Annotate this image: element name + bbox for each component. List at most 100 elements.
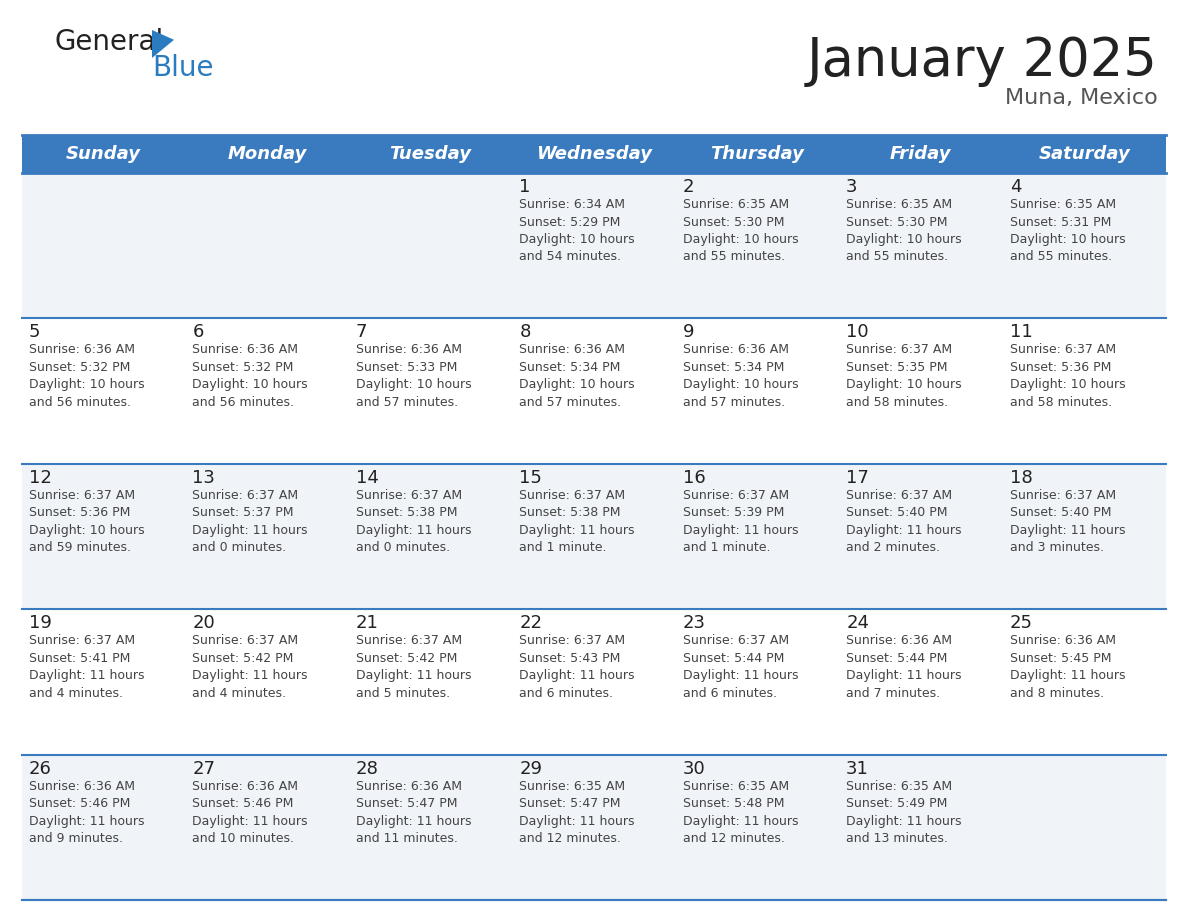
Text: 7: 7 bbox=[356, 323, 367, 341]
Text: Sunrise: 6:36 AM
Sunset: 5:46 PM
Daylight: 11 hours
and 9 minutes.: Sunrise: 6:36 AM Sunset: 5:46 PM Dayligh… bbox=[29, 779, 145, 845]
Bar bbox=[839, 319, 1003, 464]
Bar bbox=[512, 610, 676, 755]
Bar bbox=[185, 755, 349, 900]
Text: 13: 13 bbox=[192, 469, 215, 487]
Text: Sunrise: 6:35 AM
Sunset: 5:30 PM
Daylight: 10 hours
and 55 minutes.: Sunrise: 6:35 AM Sunset: 5:30 PM Dayligh… bbox=[683, 198, 798, 263]
Text: Sunrise: 6:34 AM
Sunset: 5:29 PM
Daylight: 10 hours
and 54 minutes.: Sunrise: 6:34 AM Sunset: 5:29 PM Dayligh… bbox=[519, 198, 634, 263]
Text: 23: 23 bbox=[683, 614, 706, 633]
Text: 6: 6 bbox=[192, 323, 204, 341]
Text: 20: 20 bbox=[192, 614, 215, 633]
Bar bbox=[839, 464, 1003, 610]
Text: Sunrise: 6:35 AM
Sunset: 5:49 PM
Daylight: 11 hours
and 13 minutes.: Sunrise: 6:35 AM Sunset: 5:49 PM Dayligh… bbox=[846, 779, 961, 845]
Bar bbox=[23, 135, 185, 173]
Text: Sunrise: 6:36 AM
Sunset: 5:33 PM
Daylight: 10 hours
and 57 minutes.: Sunrise: 6:36 AM Sunset: 5:33 PM Dayligh… bbox=[356, 343, 472, 409]
Text: 18: 18 bbox=[1010, 469, 1032, 487]
Text: Sunrise: 6:36 AM
Sunset: 5:45 PM
Daylight: 11 hours
and 8 minutes.: Sunrise: 6:36 AM Sunset: 5:45 PM Dayligh… bbox=[1010, 634, 1125, 700]
Bar bbox=[1003, 755, 1165, 900]
Text: Sunrise: 6:35 AM
Sunset: 5:31 PM
Daylight: 10 hours
and 55 minutes.: Sunrise: 6:35 AM Sunset: 5:31 PM Dayligh… bbox=[1010, 198, 1125, 263]
Text: 26: 26 bbox=[29, 759, 52, 778]
Text: Thursday: Thursday bbox=[710, 145, 804, 163]
Bar bbox=[1003, 319, 1165, 464]
Text: Sunday: Sunday bbox=[67, 145, 141, 163]
Text: 22: 22 bbox=[519, 614, 542, 633]
Text: 3: 3 bbox=[846, 178, 858, 196]
Text: Sunrise: 6:37 AM
Sunset: 5:42 PM
Daylight: 11 hours
and 5 minutes.: Sunrise: 6:37 AM Sunset: 5:42 PM Dayligh… bbox=[356, 634, 472, 700]
Bar bbox=[23, 319, 185, 464]
Text: Sunrise: 6:37 AM
Sunset: 5:38 PM
Daylight: 11 hours
and 0 minutes.: Sunrise: 6:37 AM Sunset: 5:38 PM Dayligh… bbox=[356, 488, 472, 554]
Text: 14: 14 bbox=[356, 469, 379, 487]
Text: Sunrise: 6:35 AM
Sunset: 5:30 PM
Daylight: 10 hours
and 55 minutes.: Sunrise: 6:35 AM Sunset: 5:30 PM Dayligh… bbox=[846, 198, 962, 263]
Text: 16: 16 bbox=[683, 469, 706, 487]
Text: 19: 19 bbox=[29, 614, 52, 633]
Bar bbox=[839, 610, 1003, 755]
Text: Sunrise: 6:37 AM
Sunset: 5:36 PM
Daylight: 10 hours
and 58 minutes.: Sunrise: 6:37 AM Sunset: 5:36 PM Dayligh… bbox=[1010, 343, 1125, 409]
Text: Friday: Friday bbox=[890, 145, 952, 163]
Bar bbox=[349, 464, 512, 610]
Text: Sunrise: 6:37 AM
Sunset: 5:42 PM
Daylight: 11 hours
and 4 minutes.: Sunrise: 6:37 AM Sunset: 5:42 PM Dayligh… bbox=[192, 634, 308, 700]
Bar bbox=[676, 135, 839, 173]
Text: 21: 21 bbox=[356, 614, 379, 633]
Text: 27: 27 bbox=[192, 759, 215, 778]
Text: January 2025: January 2025 bbox=[807, 35, 1158, 87]
Text: Sunrise: 6:37 AM
Sunset: 5:39 PM
Daylight: 11 hours
and 1 minute.: Sunrise: 6:37 AM Sunset: 5:39 PM Dayligh… bbox=[683, 488, 798, 554]
Text: 17: 17 bbox=[846, 469, 868, 487]
Bar bbox=[512, 135, 676, 173]
Text: General: General bbox=[55, 28, 164, 56]
Text: Sunrise: 6:37 AM
Sunset: 5:44 PM
Daylight: 11 hours
and 6 minutes.: Sunrise: 6:37 AM Sunset: 5:44 PM Dayligh… bbox=[683, 634, 798, 700]
Text: 15: 15 bbox=[519, 469, 542, 487]
Bar bbox=[349, 319, 512, 464]
Bar bbox=[349, 135, 512, 173]
Bar bbox=[512, 173, 676, 319]
Bar bbox=[349, 610, 512, 755]
Text: Sunrise: 6:35 AM
Sunset: 5:47 PM
Daylight: 11 hours
and 12 minutes.: Sunrise: 6:35 AM Sunset: 5:47 PM Dayligh… bbox=[519, 779, 634, 845]
Text: 24: 24 bbox=[846, 614, 870, 633]
Bar bbox=[512, 464, 676, 610]
Bar bbox=[185, 173, 349, 319]
Text: 28: 28 bbox=[356, 759, 379, 778]
Text: 31: 31 bbox=[846, 759, 868, 778]
Bar bbox=[23, 755, 185, 900]
Text: Sunrise: 6:36 AM
Sunset: 5:46 PM
Daylight: 11 hours
and 10 minutes.: Sunrise: 6:36 AM Sunset: 5:46 PM Dayligh… bbox=[192, 779, 308, 845]
Bar bbox=[676, 173, 839, 319]
Bar bbox=[839, 755, 1003, 900]
Bar bbox=[23, 173, 185, 319]
Text: 25: 25 bbox=[1010, 614, 1032, 633]
Bar bbox=[23, 464, 185, 610]
Bar bbox=[676, 319, 839, 464]
Bar bbox=[349, 755, 512, 900]
Bar bbox=[1003, 610, 1165, 755]
Bar bbox=[185, 464, 349, 610]
Text: 12: 12 bbox=[29, 469, 52, 487]
Bar bbox=[185, 610, 349, 755]
Text: 9: 9 bbox=[683, 323, 694, 341]
Text: 29: 29 bbox=[519, 759, 542, 778]
Text: Sunrise: 6:37 AM
Sunset: 5:37 PM
Daylight: 11 hours
and 0 minutes.: Sunrise: 6:37 AM Sunset: 5:37 PM Dayligh… bbox=[192, 488, 308, 554]
Text: Sunrise: 6:36 AM
Sunset: 5:32 PM
Daylight: 10 hours
and 56 minutes.: Sunrise: 6:36 AM Sunset: 5:32 PM Dayligh… bbox=[192, 343, 308, 409]
Bar bbox=[676, 755, 839, 900]
Bar bbox=[23, 610, 185, 755]
Text: Sunrise: 6:36 AM
Sunset: 5:44 PM
Daylight: 11 hours
and 7 minutes.: Sunrise: 6:36 AM Sunset: 5:44 PM Dayligh… bbox=[846, 634, 961, 700]
Bar bbox=[1003, 135, 1165, 173]
Text: Blue: Blue bbox=[152, 54, 214, 82]
Text: Sunrise: 6:36 AM
Sunset: 5:34 PM
Daylight: 10 hours
and 57 minutes.: Sunrise: 6:36 AM Sunset: 5:34 PM Dayligh… bbox=[519, 343, 634, 409]
Text: Tuesday: Tuesday bbox=[390, 145, 472, 163]
Bar bbox=[185, 319, 349, 464]
Text: Sunrise: 6:36 AM
Sunset: 5:34 PM
Daylight: 10 hours
and 57 minutes.: Sunrise: 6:36 AM Sunset: 5:34 PM Dayligh… bbox=[683, 343, 798, 409]
Bar bbox=[1003, 173, 1165, 319]
Bar bbox=[512, 319, 676, 464]
Text: Wednesday: Wednesday bbox=[536, 145, 652, 163]
Text: Sunrise: 6:37 AM
Sunset: 5:40 PM
Daylight: 11 hours
and 2 minutes.: Sunrise: 6:37 AM Sunset: 5:40 PM Dayligh… bbox=[846, 488, 961, 554]
Text: Sunrise: 6:37 AM
Sunset: 5:38 PM
Daylight: 11 hours
and 1 minute.: Sunrise: 6:37 AM Sunset: 5:38 PM Dayligh… bbox=[519, 488, 634, 554]
Text: 2: 2 bbox=[683, 178, 694, 196]
Text: 10: 10 bbox=[846, 323, 868, 341]
Bar bbox=[349, 173, 512, 319]
Text: 11: 11 bbox=[1010, 323, 1032, 341]
Bar bbox=[512, 755, 676, 900]
Text: Sunrise: 6:37 AM
Sunset: 5:40 PM
Daylight: 11 hours
and 3 minutes.: Sunrise: 6:37 AM Sunset: 5:40 PM Dayligh… bbox=[1010, 488, 1125, 554]
Text: Monday: Monday bbox=[227, 145, 307, 163]
Text: Saturday: Saturday bbox=[1038, 145, 1130, 163]
Text: 1: 1 bbox=[519, 178, 531, 196]
Text: 8: 8 bbox=[519, 323, 531, 341]
Bar bbox=[839, 135, 1003, 173]
Text: Sunrise: 6:37 AM
Sunset: 5:41 PM
Daylight: 11 hours
and 4 minutes.: Sunrise: 6:37 AM Sunset: 5:41 PM Dayligh… bbox=[29, 634, 145, 700]
